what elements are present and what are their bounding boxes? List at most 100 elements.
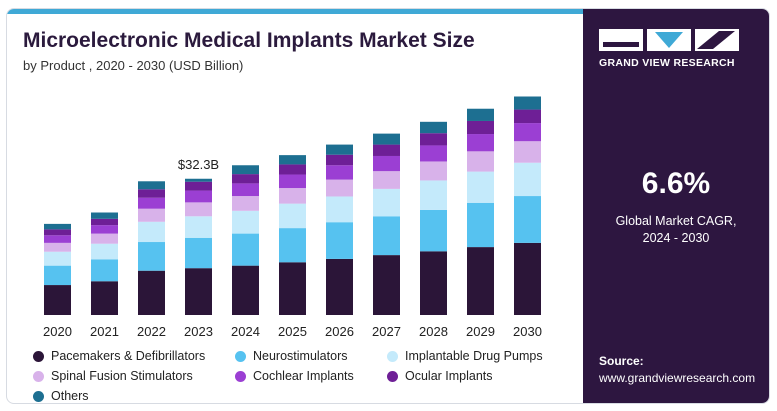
bar-segment-2026-2 — [326, 222, 353, 259]
x-tick-label: 2025 — [278, 324, 307, 339]
bar-segment-2023-5 — [185, 190, 212, 203]
chart-legend: Pacemakers & Defibrillators Neurostimulat… — [33, 349, 581, 403]
bar-segment-2023-3 — [185, 216, 212, 238]
bar-segment-2027-7 — [373, 133, 400, 145]
x-tick-label: 2021 — [90, 324, 119, 339]
slash-mark-icon — [695, 29, 739, 51]
bar-segment-2020-6 — [44, 229, 71, 236]
x-tick-label: 2028 — [419, 324, 448, 339]
bar-segment-2020-3 — [44, 251, 71, 266]
bar-segment-2030-4 — [514, 141, 541, 163]
bar-segment-2023-7 — [185, 178, 212, 182]
bar-segment-2026-1 — [326, 258, 353, 315]
legend-label: Ocular Implants — [405, 369, 493, 383]
bar-segment-2022-1 — [138, 270, 165, 315]
bar-segment-2024-5 — [232, 183, 259, 197]
x-tick-label: 2022 — [137, 324, 166, 339]
bar-segment-2030-7 — [514, 96, 541, 110]
bar-segment-2030-6 — [514, 109, 541, 124]
bar-segment-2028-6 — [420, 133, 447, 146]
bar-segment-2026-6 — [326, 154, 353, 166]
legend-swatch — [33, 350, 44, 362]
cagr-value: 6.6% — [641, 167, 711, 200]
bar-segment-2024-6 — [232, 174, 259, 184]
bar-segment-2028-1 — [420, 251, 447, 315]
x-tick-label: 2030 — [513, 324, 542, 339]
bar-segment-2023-1 — [185, 268, 212, 315]
legend-swatch — [235, 350, 246, 362]
x-tick-label: 2027 — [372, 324, 401, 339]
bar-segment-2029-2 — [467, 202, 494, 248]
bar-segment-2021-6 — [91, 218, 118, 226]
bar-segment-2025-2 — [279, 228, 306, 263]
legend-swatch — [235, 370, 246, 382]
bar-segment-2026-3 — [326, 196, 353, 223]
bar-segment-2020-2 — [44, 265, 71, 286]
source-label: Source: — [599, 354, 644, 368]
stacked-bar-chart: 2020 2021 2022 2023 $32.3B 2024 2025 2026 2027 20… — [43, 96, 542, 339]
bar-segment-2028-5 — [420, 145, 447, 162]
bar-segment-2029-7 — [467, 108, 494, 121]
bar-segment-2029-5 — [467, 134, 494, 152]
legend-item: Implantable Drug Pumps — [387, 349, 581, 363]
bar-segment-2022-3 — [138, 221, 165, 243]
bar-segment-2020-5 — [44, 235, 71, 243]
bar-segment-2029-1 — [467, 247, 494, 315]
legend-label: Neurostimulators — [253, 349, 348, 363]
bar-segment-2028-4 — [420, 161, 447, 181]
legend-item: Cochlear Implants — [235, 369, 387, 383]
bar-segment-2027-3 — [373, 188, 400, 217]
bar-segment-2022-7 — [138, 181, 165, 190]
x-tick-label: 2029 — [466, 324, 495, 339]
bar-segment-2030-1 — [514, 242, 541, 315]
rectangle-mark-icon — [599, 29, 643, 51]
bar-segment-2024-3 — [232, 210, 259, 234]
bar-segment-2026-7 — [326, 144, 353, 155]
bar-segment-2024-7 — [232, 165, 259, 175]
bar-segment-2022-6 — [138, 189, 165, 198]
bar-segment-2021-7 — [91, 212, 118, 219]
legend-swatch — [387, 350, 398, 362]
brand-logo: GRAND VIEW RESEARCH — [599, 29, 753, 69]
legend-label: Pacemakers & Defibrillators — [51, 349, 206, 363]
bar-segment-2021-2 — [91, 259, 118, 282]
bar-segment-2027-5 — [373, 155, 400, 172]
bar-segment-2024-2 — [232, 233, 259, 266]
legend-swatch — [387, 370, 398, 382]
bar-segment-2029-6 — [467, 120, 494, 135]
source-url[interactable]: www.grandviewresearch.com — [599, 371, 756, 385]
bar-segment-2028-2 — [420, 209, 447, 252]
chevron-down-mark-icon — [647, 29, 691, 51]
bar-segment-2024-4 — [232, 196, 259, 211]
bar-segment-2027-2 — [373, 216, 400, 256]
x-tick-label: 2020 — [43, 324, 72, 339]
legend-label: Implantable Drug Pumps — [405, 349, 543, 363]
bar-segment-2028-3 — [420, 180, 447, 210]
x-tick-label: 2024 — [231, 324, 260, 339]
legend-label: Others — [51, 389, 89, 403]
chart-subtitle: by Product , 2020 - 2030 (USD Billion) — [23, 58, 244, 73]
bar-segment-2021-3 — [91, 243, 118, 260]
legend-label: Cochlear Implants — [253, 369, 354, 383]
legend-swatch — [33, 390, 44, 402]
x-tick-label: 2026 — [325, 324, 354, 339]
bar-segment-2021-4 — [91, 233, 118, 244]
bar-segment-2023-4 — [185, 202, 212, 217]
logo-marks — [599, 29, 753, 51]
bar-segment-2030-5 — [514, 123, 541, 142]
bar-segment-2022-4 — [138, 208, 165, 222]
bar-segment-2029-3 — [467, 171, 494, 203]
brand-name: GRAND VIEW RESEARCH — [599, 57, 735, 69]
bar-segment-2026-5 — [326, 165, 353, 180]
legend-item: Spinal Fusion Stimulators — [33, 369, 235, 383]
source-block: Source: www.grandviewresearch.com — [599, 354, 755, 385]
bar-segment-2025-4 — [279, 188, 306, 204]
bar-segment-2020-4 — [44, 242, 71, 252]
legend-item: Pacemakers & Defibrillators — [33, 349, 235, 363]
infographic-card: Microelectronic Medical Implants Market … — [6, 8, 770, 404]
bar-segment-2023-6 — [185, 181, 212, 191]
bar-segment-2020-7 — [44, 223, 71, 230]
bar-segment-2029-4 — [467, 151, 494, 172]
bar-segment-2025-5 — [279, 174, 306, 189]
bar-segment-2027-6 — [373, 144, 400, 156]
